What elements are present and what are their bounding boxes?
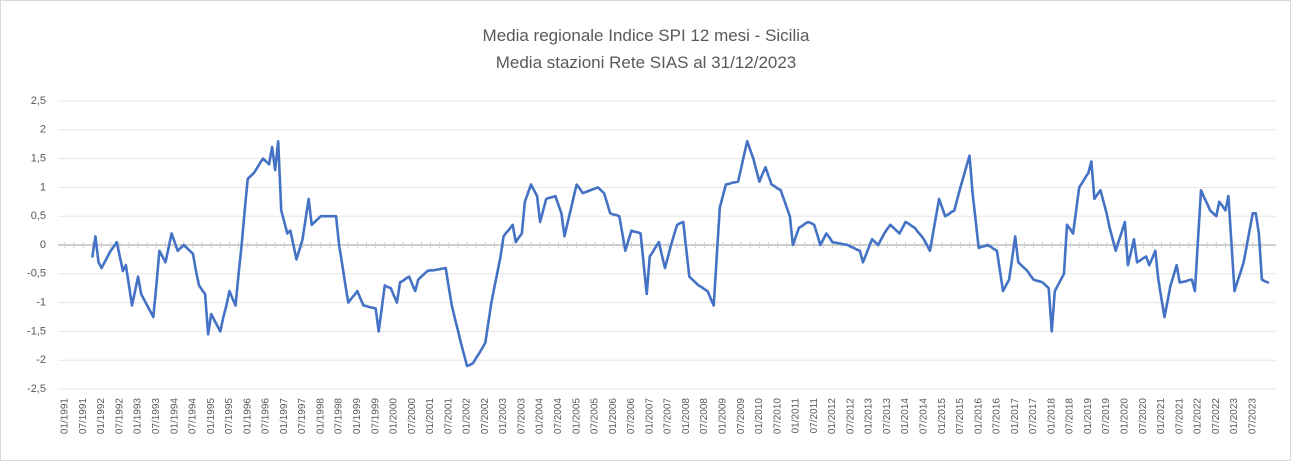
y-tick-label: 0	[40, 239, 46, 251]
x-tick-label: 01/2014	[900, 398, 911, 435]
x-tick-label: 01/2017	[1010, 398, 1021, 435]
x-tick-label: 01/2011	[791, 398, 802, 434]
x-tick-label: 07/2017	[1028, 398, 1039, 435]
y-tick-label: -0,5	[27, 268, 46, 280]
x-tick-label: 01/2021	[1156, 398, 1167, 435]
x-tick-label: 07/2005	[590, 398, 601, 435]
x-tick-label: 01/2020	[1119, 398, 1130, 435]
x-tick-label: 01/1999	[352, 398, 363, 435]
x-tick-label: 01/2002	[462, 398, 473, 435]
chart-subtitle: Media stazioni Rete SIAS al 31/12/2023	[496, 53, 797, 72]
x-tick-label: 07/2004	[553, 398, 564, 435]
x-tick-label: 01/1991	[60, 398, 71, 435]
chart-title: Media regionale Indice SPI 12 mesi - Sic…	[483, 26, 810, 45]
y-tick-label: 2	[40, 124, 46, 136]
y-tick-label: 0,5	[31, 210, 46, 222]
x-tick-label: 01/1994	[169, 398, 180, 435]
x-tick-label: 07/2006	[626, 398, 637, 435]
y-tick-label: -1,5	[27, 325, 46, 337]
x-tick-label: 01/2015	[937, 398, 948, 435]
x-tick-label: 01/2000	[389, 398, 400, 435]
y-tick-label: 1,5	[31, 153, 46, 165]
y-tick-label: -2,5	[27, 383, 46, 395]
y-tick-label: 1	[40, 181, 46, 193]
x-tick-label: 01/2016	[973, 398, 984, 435]
x-tick-label: 07/1997	[297, 398, 308, 435]
x-tick-label: 01/2018	[1046, 398, 1057, 435]
x-tick-label: 01/2009	[717, 398, 728, 435]
x-tick-label: 01/2006	[608, 398, 619, 435]
x-tick-label: 07/2013	[882, 398, 893, 435]
x-tick-label: 01/1996	[242, 398, 253, 435]
x-tick-label: 07/1992	[114, 398, 125, 435]
x-tick-label: 01/2003	[498, 398, 509, 435]
x-tick-label: 07/2022	[1211, 398, 1222, 435]
x-tick-label: 07/2020	[1138, 398, 1149, 435]
x-tick-label: 01/1998	[315, 398, 326, 435]
x-tick-label: 07/2000	[407, 398, 418, 435]
x-tick-label: 07/1998	[334, 398, 345, 435]
x-tick-label: 07/1999	[370, 398, 381, 435]
x-tick-label: 07/2018	[1065, 398, 1076, 435]
x-tick-label: 01/2012	[827, 398, 838, 435]
x-tick-label: 07/2015	[955, 398, 966, 435]
x-tick-label: 07/1993	[151, 398, 162, 435]
x-tick-label: 01/2004	[535, 398, 546, 435]
x-tick-label: 07/2008	[699, 398, 710, 435]
x-tick-label: 07/2012	[845, 398, 856, 435]
x-tick-label: 01/1992	[96, 398, 107, 435]
x-tick-label: 07/2023	[1247, 398, 1258, 435]
x-tick-label: 01/2001	[425, 398, 436, 435]
x-tick-label: 07/2014	[918, 398, 929, 435]
x-tick-label: 07/1996	[261, 398, 272, 435]
x-tick-label: 01/2005	[571, 398, 582, 435]
data-line	[91, 140, 1270, 368]
x-tick-label: 01/1997	[279, 398, 290, 435]
y-tick-label: -2	[36, 354, 46, 366]
x-tick-label: 01/2013	[864, 398, 875, 435]
x-tick-label: 01/2008	[681, 398, 692, 435]
x-tick-label: 01/2023	[1229, 398, 1240, 435]
x-tick-label: 01/1993	[133, 398, 144, 435]
x-tick-label: 07/2021	[1174, 398, 1185, 435]
y-tick-label: -1	[36, 297, 46, 309]
x-tick-label: 01/1995	[206, 398, 217, 435]
x-tick-label: 07/2007	[663, 398, 674, 435]
x-tick-label: 01/2019	[1083, 398, 1094, 435]
x-tick-label: 07/1995	[224, 398, 235, 435]
x-tick-label: 07/2016	[992, 398, 1003, 435]
x-tick-label: 07/2019	[1101, 398, 1112, 435]
x-tick-label: 07/2009	[736, 398, 747, 435]
x-tick-label: 07/2002	[480, 398, 491, 435]
x-tick-label: 01/2022	[1193, 398, 1204, 435]
x-tick-label: 07/2011	[809, 398, 820, 434]
x-tick-label: 07/1991	[78, 398, 89, 435]
x-tick-label: 01/2010	[754, 398, 765, 435]
x-tick-label: 07/2001	[443, 398, 454, 435]
y-tick-label: 2,5	[31, 95, 46, 107]
x-tick-label: 07/2010	[772, 398, 783, 435]
x-tick-label: 07/1994	[188, 398, 199, 435]
x-tick-label: 01/2007	[644, 398, 655, 435]
x-tick-label: 07/2003	[516, 398, 527, 435]
